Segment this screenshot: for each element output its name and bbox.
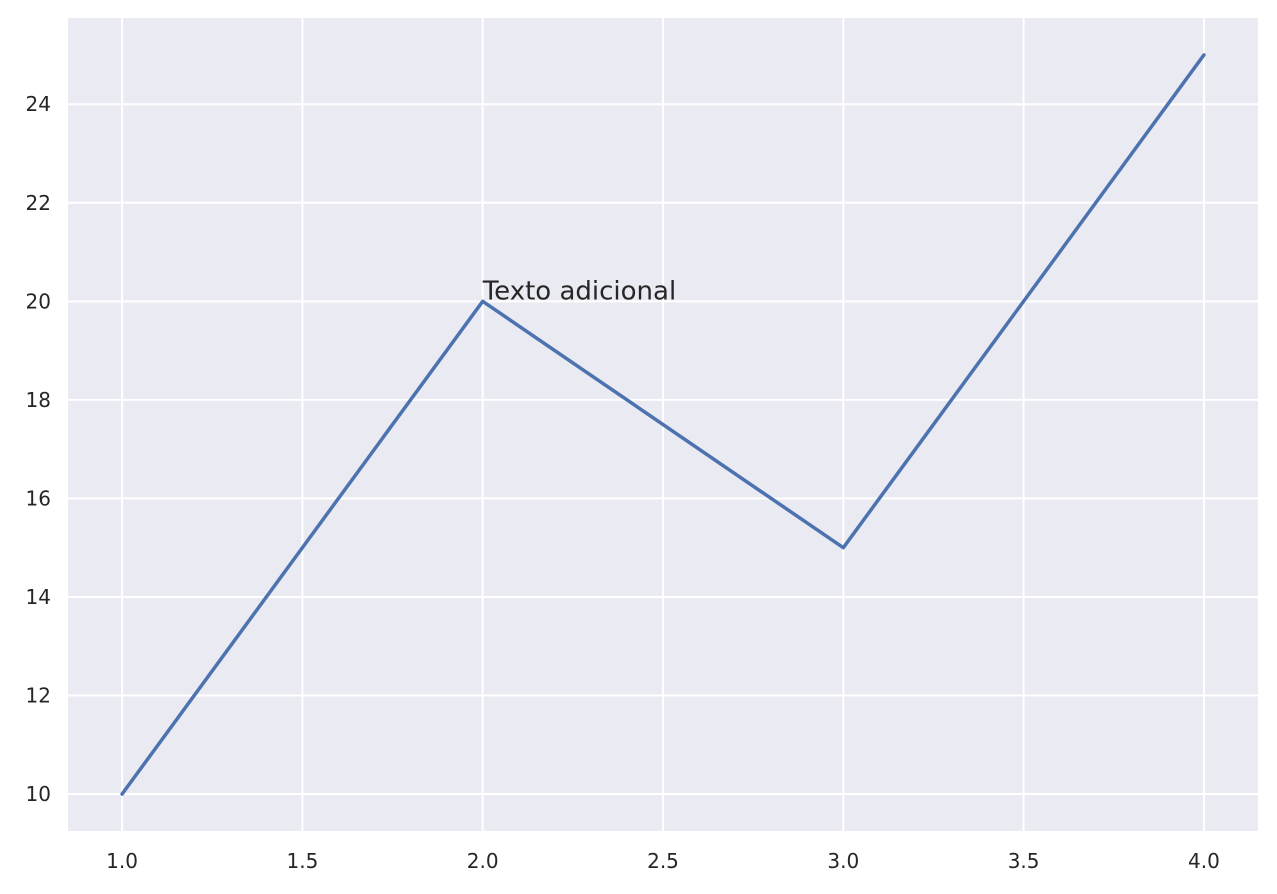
y-tick-label: 24 <box>26 92 51 116</box>
y-tick-label: 22 <box>26 191 51 215</box>
x-axis-tick-labels: 1.0 1.5 2.0 2.5 3.0 3.5 4.0 <box>106 849 1220 873</box>
x-tick-label: 3.0 <box>827 849 859 873</box>
x-tick-label: 3.5 <box>1008 849 1040 873</box>
x-tick-label: 1.0 <box>106 849 138 873</box>
x-tick-label: 2.5 <box>647 849 679 873</box>
grid-lines <box>68 18 1258 831</box>
y-tick-label: 20 <box>26 289 51 313</box>
y-tick-label: 10 <box>26 782 51 806</box>
series-group <box>120 53 1206 796</box>
annotation-text: Texto adicional <box>482 276 676 306</box>
x-tick-label: 4.0 <box>1188 849 1220 873</box>
y-tick-label: 12 <box>26 684 51 708</box>
y-tick-label: 18 <box>26 388 51 412</box>
y-tick-label: 16 <box>26 486 51 510</box>
y-tick-label: 14 <box>26 585 51 609</box>
x-tick-label: 2.0 <box>467 849 499 873</box>
x-tick-label: 1.5 <box>286 849 318 873</box>
y-axis-tick-labels: 10 12 14 16 18 20 22 24 <box>26 92 51 806</box>
series-line-0 <box>120 53 1206 796</box>
